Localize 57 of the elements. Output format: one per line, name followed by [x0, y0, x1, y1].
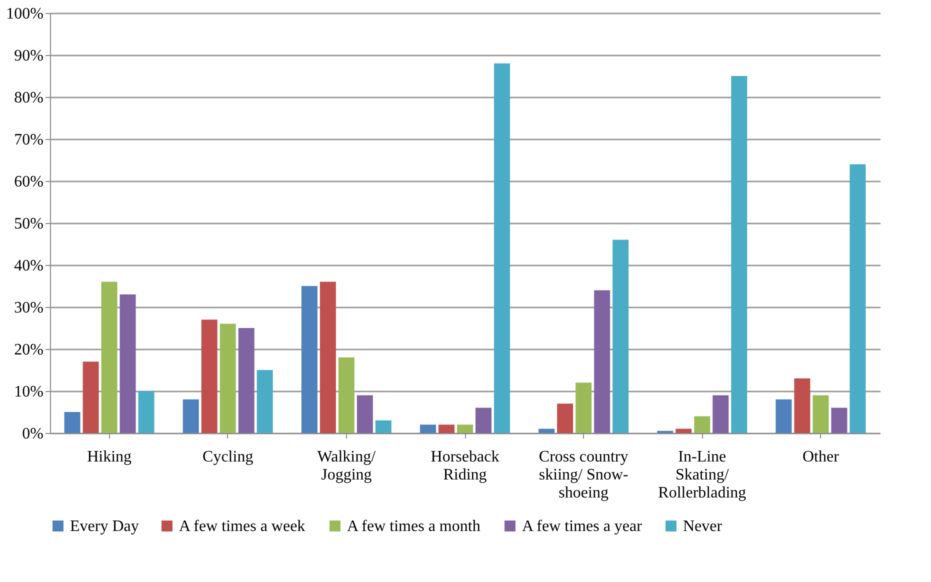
bar [576, 382, 592, 433]
bar [320, 282, 336, 433]
bar [238, 328, 254, 433]
y-tick-label: 100% [6, 6, 44, 22]
legend-label: A few times a year [522, 518, 643, 535]
bar [420, 424, 436, 433]
bar [375, 420, 392, 433]
x-tick-label: Cross country skiing/ Snow- shoeing [538, 448, 628, 502]
bar [220, 324, 236, 433]
y-tick-label: 0% [22, 426, 44, 442]
bar [64, 412, 80, 433]
legend-label: Never [683, 518, 723, 535]
bar [494, 63, 510, 433]
bar [731, 76, 748, 433]
bar [850, 164, 866, 433]
bar [356, 395, 373, 433]
legend-label: A few times a month [347, 518, 480, 535]
x-tick-label: Other [802, 448, 840, 466]
bar [82, 362, 99, 433]
y-tick-label: 40% [14, 258, 44, 274]
legend-label: Every Day [70, 518, 139, 535]
bar [138, 391, 154, 433]
y-tick-label: 30% [14, 300, 44, 316]
bar [812, 395, 829, 433]
bar [676, 428, 692, 433]
bar [438, 424, 455, 433]
y-tick-label: 60% [14, 174, 44, 190]
bar [201, 320, 218, 433]
bar [475, 408, 492, 433]
y-tick-label: 90% [14, 48, 44, 64]
x-tick-label: Hiking [87, 448, 132, 466]
bar [538, 428, 555, 433]
bar [794, 378, 810, 433]
bar [301, 286, 318, 433]
x-tick-label: Cycling [202, 448, 254, 466]
bar [712, 395, 729, 433]
x-tick-label: In-Line Skating/ Rollerblading [658, 448, 746, 502]
y-tick-label: 10% [14, 384, 44, 400]
bar [182, 399, 199, 433]
bar [256, 370, 273, 433]
bar [338, 357, 354, 433]
y-tick-label: 70% [14, 132, 44, 148]
bar [557, 404, 574, 433]
y-tick-label: 50% [14, 216, 44, 232]
bar [612, 240, 629, 433]
y-tick-label: 80% [14, 90, 44, 106]
bar [776, 399, 792, 433]
x-tick-label: Walking/ Jogging [317, 448, 376, 484]
bar [120, 294, 136, 433]
bar [101, 282, 118, 433]
bar [594, 290, 610, 433]
bar [457, 424, 473, 433]
legend-label: A few times a week [179, 518, 306, 535]
y-tick-label: 20% [14, 342, 44, 358]
bar [831, 408, 848, 433]
bar [694, 416, 710, 433]
x-tick-label: Horseback Riding [430, 448, 500, 484]
